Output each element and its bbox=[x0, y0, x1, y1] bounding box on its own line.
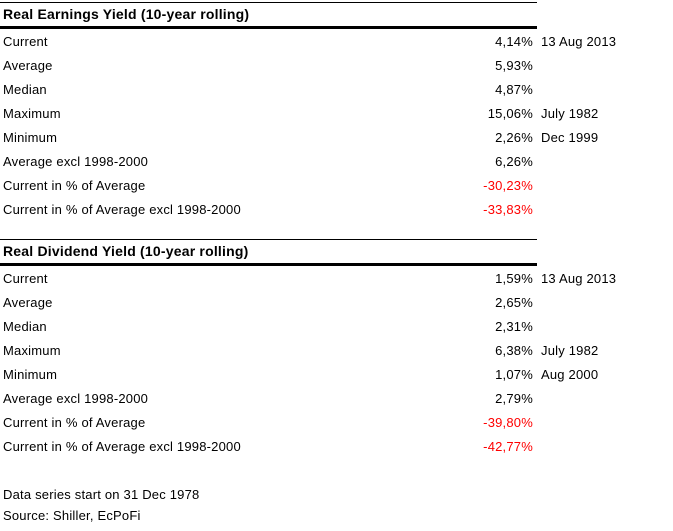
dividend-yield-title: Real Dividend Yield (10-year rolling) bbox=[0, 239, 537, 266]
row-date: 13 Aug 2013 bbox=[541, 270, 617, 286]
row-value: 2,31% bbox=[495, 318, 533, 334]
row-label: Current in % of Average bbox=[3, 414, 146, 430]
row-value: 1,59% bbox=[495, 270, 533, 286]
row-value: 4,14% bbox=[495, 33, 533, 49]
row-value: 2,79% bbox=[495, 390, 533, 406]
row-label: Average excl 1998-2000 bbox=[3, 390, 149, 406]
table-row: Maximum 6,38% July 1982 bbox=[0, 338, 673, 362]
row-date: July 1982 bbox=[541, 342, 599, 358]
row-value: 2,26% bbox=[495, 129, 533, 145]
row-value-negative: -39,80% bbox=[483, 414, 533, 430]
row-value: 4,87% bbox=[495, 81, 533, 97]
table-row: Average excl 1998-2000 6,26% bbox=[0, 149, 673, 173]
table-row: Minimum 2,26% Dec 1999 bbox=[0, 125, 673, 149]
row-label: Maximum bbox=[3, 105, 61, 121]
row-value: 5,93% bbox=[495, 57, 533, 73]
row-label: Minimum bbox=[3, 366, 58, 382]
table-row: Current in % of Average -30,23% bbox=[0, 173, 673, 197]
table-row: Current in % of Average excl 1998-2000 -… bbox=[0, 434, 673, 458]
row-date: July 1982 bbox=[541, 105, 599, 121]
table-row: Current 4,14% 13 Aug 2013 bbox=[0, 29, 673, 53]
table-row: Median 4,87% bbox=[0, 77, 673, 101]
row-label: Current bbox=[3, 270, 48, 286]
row-date: Dec 1999 bbox=[541, 129, 599, 145]
table-row: Current 1,59% 13 Aug 2013 bbox=[0, 266, 673, 290]
row-label: Median bbox=[3, 318, 47, 334]
row-value-negative: -42,77% bbox=[483, 438, 533, 454]
dividend-yield-table: Real Dividend Yield (10-year rolling) Cu… bbox=[0, 239, 673, 458]
row-label: Average bbox=[3, 294, 53, 310]
table-row: Average 2,65% bbox=[0, 290, 673, 314]
earnings-yield-title: Real Earnings Yield (10-year rolling) bbox=[0, 2, 537, 29]
row-value: 6,38% bbox=[495, 342, 533, 358]
row-value: 15,06% bbox=[487, 105, 533, 121]
row-label: Current in % of Average excl 1998-2000 bbox=[3, 438, 241, 454]
row-value-negative: -30,23% bbox=[483, 177, 533, 193]
row-label: Current in % of Average bbox=[3, 177, 146, 193]
row-date: 13 Aug 2013 bbox=[541, 33, 617, 49]
table-row: Median 2,31% bbox=[0, 314, 673, 338]
table-row: Current in % of Average excl 1998-2000 -… bbox=[0, 197, 673, 221]
source-note: Source: Shiller, EcPoFi bbox=[3, 508, 141, 523]
table-row: Average 5,93% bbox=[0, 53, 673, 77]
row-label: Median bbox=[3, 81, 47, 97]
row-value: 6,26% bbox=[495, 153, 533, 169]
data-series-note: Data series start on 31 Dec 1978 bbox=[3, 487, 200, 502]
table-row: Average excl 1998-2000 2,79% bbox=[0, 386, 673, 410]
earnings-yield-table: Real Earnings Yield (10-year rolling) Cu… bbox=[0, 2, 673, 221]
table-row: Current in % of Average -39,80% bbox=[0, 410, 673, 434]
footer-notes: Data series start on 31 Dec 1978 Source:… bbox=[0, 484, 673, 526]
row-label: Current in % of Average excl 1998-2000 bbox=[3, 201, 241, 217]
row-label: Average bbox=[3, 57, 53, 73]
table-row: Maximum 15,06% July 1982 bbox=[0, 101, 673, 125]
row-label: Average excl 1998-2000 bbox=[3, 153, 149, 169]
row-date: Aug 2000 bbox=[541, 366, 599, 382]
row-label: Minimum bbox=[3, 129, 58, 145]
row-value-negative: -33,83% bbox=[483, 201, 533, 217]
row-value: 1,07% bbox=[495, 366, 533, 382]
row-label: Maximum bbox=[3, 342, 61, 358]
row-label: Current bbox=[3, 33, 48, 49]
row-value: 2,65% bbox=[495, 294, 533, 310]
table-row: Minimum 1,07% Aug 2000 bbox=[0, 362, 673, 386]
